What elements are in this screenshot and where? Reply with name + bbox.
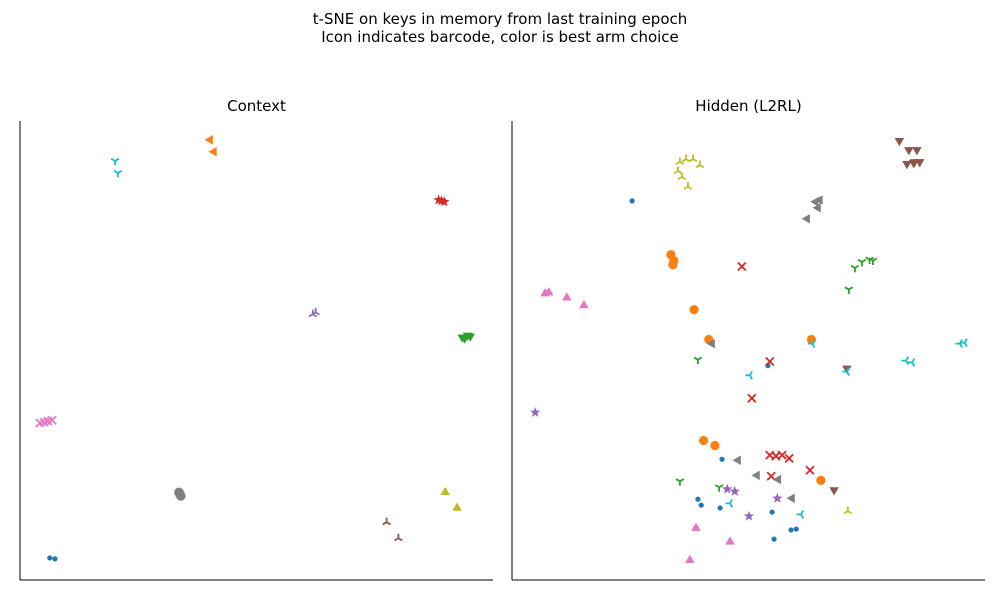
- scatter-point-hidden-74: [955, 339, 963, 348]
- scatter-point-context-24: [110, 157, 120, 166]
- scatter-point-hidden-73: [843, 506, 853, 515]
- scatter-point-hidden-29: [747, 393, 757, 403]
- scatter-point-hidden-82: [796, 510, 805, 519]
- scatter-point-hidden-49: [829, 487, 839, 496]
- panel-title-context: Context: [227, 97, 286, 115]
- scatter-point-hidden-42: [904, 147, 914, 156]
- scatter-point-context-25: [113, 169, 123, 178]
- scatter-point-hidden-28: [765, 356, 775, 367]
- scatter-point-hidden-15: [806, 334, 817, 345]
- scatter-point-hidden-26: [714, 484, 724, 492]
- scatter-point-hidden-67: [681, 154, 691, 163]
- scatter-point-hidden-37: [721, 483, 733, 494]
- scatter-point-hidden-36: [529, 406, 541, 417]
- scatter-point-hidden-25: [675, 478, 685, 486]
- scatter-point-hidden-66: [675, 157, 685, 165]
- scatter-point-hidden-24: [693, 356, 703, 365]
- scatter-point-hidden-40: [743, 510, 755, 521]
- scatter-point-hidden-51: [544, 287, 554, 296]
- scatter-point-hidden-4: [698, 502, 704, 508]
- scatter-point-hidden-72: [683, 182, 693, 190]
- scatter-point-hidden-62: [732, 455, 741, 465]
- scatter-point-hidden-65: [786, 493, 795, 504]
- scatter-point-hidden-44: [902, 160, 912, 170]
- scatter-point-context-1: [52, 556, 58, 562]
- scatter-point-context-18: [39, 417, 49, 427]
- scatter-marks-context: [35, 135, 476, 562]
- scatter-point-hidden-33: [784, 453, 794, 464]
- scatter-point-hidden-53: [579, 300, 589, 309]
- scatter-point-context-2: [204, 135, 213, 145]
- scatter-point-hidden-69: [695, 160, 705, 169]
- scatter-point-hidden-63: [751, 470, 760, 481]
- scatter-point-hidden-80: [745, 370, 753, 380]
- scatter-point-hidden-27: [737, 261, 747, 272]
- figure-title: t-SNE on keys in memory from last traini…: [0, 10, 1000, 46]
- scatter-point-hidden-16: [698, 435, 709, 446]
- scatter-point-hidden-78: [807, 339, 816, 348]
- scatter-point-context-21: [175, 489, 185, 499]
- scatter-point-hidden-59: [812, 202, 821, 213]
- scatter-point-hidden-48: [842, 365, 852, 374]
- scatter-point-hidden-76: [901, 356, 910, 365]
- scatter-point-hidden-38: [729, 485, 741, 496]
- scatter-point-context-22: [440, 486, 450, 496]
- scatter-point-context-12: [311, 307, 320, 316]
- scatter-panel-context: [19, 121, 493, 581]
- scatter-point-hidden-2: [719, 456, 725, 462]
- figure-title-line2: Icon indicates barcode, color is best ar…: [321, 28, 679, 46]
- scatter-point-hidden-47: [912, 147, 922, 156]
- scatter-panel-hidden: [511, 121, 985, 581]
- scatter-point-hidden-46: [914, 159, 925, 168]
- scatter-point-context-9: [439, 196, 450, 207]
- scatter-point-hidden-41: [894, 137, 905, 147]
- scatter-point-hidden-17: [710, 440, 720, 451]
- scatter-point-hidden-58: [814, 195, 823, 205]
- scatter-point-context-14: [394, 533, 403, 542]
- scatter-point-hidden-5: [717, 505, 723, 511]
- scatter-point-hidden-35: [805, 465, 815, 475]
- scatter-point-hidden-20: [857, 258, 867, 267]
- scatter-point-hidden-68: [688, 154, 698, 163]
- scatter-point-context-10: [436, 195, 447, 206]
- scatter-point-hidden-52: [562, 292, 572, 301]
- scatter-point-hidden-32: [777, 450, 787, 460]
- scatter-point-hidden-39: [772, 492, 783, 503]
- scatter-point-hidden-8: [793, 526, 799, 532]
- scatter-point-hidden-56: [685, 554, 695, 564]
- scatter-point-hidden-71: [677, 172, 687, 181]
- scatter-point-hidden-6: [769, 509, 775, 515]
- scatter-point-hidden-9: [771, 536, 777, 542]
- scatter-point-hidden-70: [673, 166, 683, 175]
- scatter-point-hidden-61: [706, 338, 715, 349]
- scatter-point-hidden-54: [691, 522, 701, 531]
- scatter-point-hidden-81: [725, 499, 734, 508]
- scatter-point-context-17: [47, 415, 57, 425]
- scatter-point-hidden-12: [668, 260, 678, 270]
- scatter-marks-hidden: [529, 137, 968, 564]
- scatter-point-hidden-77: [907, 358, 916, 367]
- scatter-point-hidden-60: [801, 214, 810, 224]
- scatter-point-hidden-0: [629, 198, 635, 204]
- scatter-point-context-7: [459, 335, 470, 344]
- scatter-point-context-13: [382, 517, 391, 526]
- scatter-point-hidden-75: [960, 338, 968, 348]
- scatter-point-hidden-18: [816, 475, 826, 485]
- scatter-point-hidden-7: [788, 527, 794, 533]
- scatter-point-hidden-13: [689, 305, 699, 315]
- scatter-point-hidden-22: [868, 257, 878, 266]
- scatter-point-hidden-23: [844, 286, 854, 294]
- panel-title-hidden: Hidden (L2RL): [695, 97, 802, 115]
- scatter-point-hidden-55: [725, 536, 735, 545]
- scatter-point-hidden-19: [850, 264, 860, 273]
- scatter-point-hidden-3: [695, 496, 701, 502]
- scatter-point-hidden-64: [772, 474, 782, 485]
- scatter-point-hidden-79: [842, 367, 850, 376]
- figure-title-line1: t-SNE on keys in memory from last traini…: [312, 10, 688, 28]
- scatter-point-context-3: [208, 146, 217, 157]
- scatter-point-context-0: [47, 555, 53, 561]
- scatter-point-context-23: [452, 502, 462, 511]
